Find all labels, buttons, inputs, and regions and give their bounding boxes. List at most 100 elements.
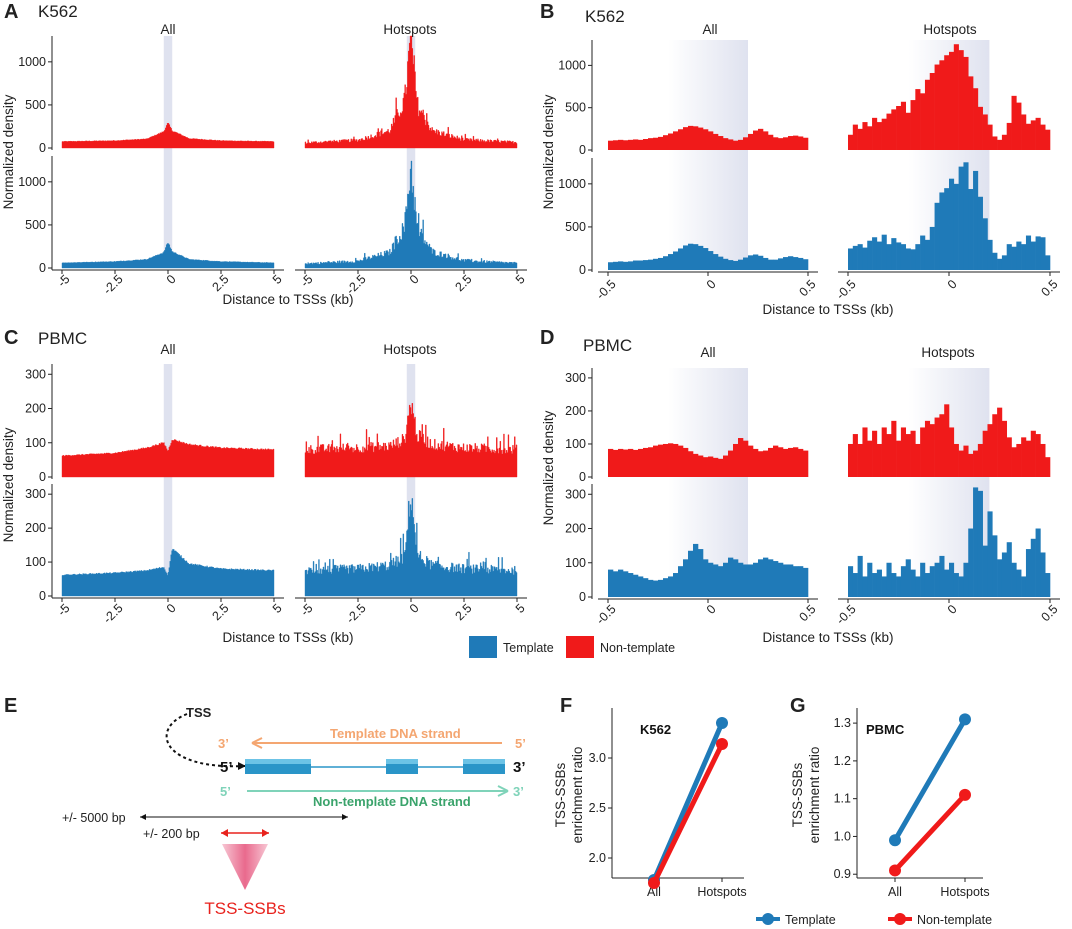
bar-b-non-template-hotspots (886, 113, 892, 150)
legend-template-label: Template (503, 641, 554, 655)
y-tick-label-g: 1.2 (834, 754, 851, 768)
x-tick-label-c: 2.5 (452, 601, 474, 623)
bar-d-non-template-all (763, 450, 769, 477)
x-tick-label-c: 0 (164, 601, 179, 616)
bar-d-template-hotspots (862, 576, 868, 597)
template-5prime: 5’ (515, 736, 526, 751)
legend-fg-nontemplate-dot (894, 913, 906, 925)
bar-d-template-all (633, 574, 639, 597)
point-f-non-template-all (648, 877, 660, 889)
x-tick-label-g: All (888, 885, 902, 899)
bar-b-template-hotspots (915, 244, 921, 270)
panel-label-b: B (540, 1, 554, 23)
bar-b-non-template-hotspots (1011, 95, 1017, 150)
bar-d-template-all (773, 561, 779, 597)
bar-d-template-hotspots (1035, 528, 1041, 597)
bar-b-non-template-hotspots (1030, 120, 1036, 150)
bar-d-template-hotspots (977, 490, 983, 597)
bar-d-non-template-all (768, 447, 774, 477)
bar-d-non-template-all (703, 457, 709, 477)
ylabel-a: Normalized density (1, 94, 16, 209)
bar-b-template-all (798, 257, 804, 270)
bar-b-template-hotspots (939, 192, 945, 270)
bar-d-template-hotspots (949, 562, 955, 597)
bar-b-template-all (618, 261, 624, 270)
tss-label: TSS (186, 705, 212, 720)
bar-d-template-hotspots (944, 569, 950, 597)
nontemplate-strand-label: Non-template DNA strand (313, 794, 471, 809)
y-tick-label-b: 0 (579, 143, 586, 157)
bar-a-template-hotspots (304, 160, 518, 269)
bar-b-non-template-hotspots (953, 44, 959, 151)
panel-label-g: G (790, 695, 806, 717)
bar-d-non-template-all (783, 448, 789, 477)
bar-d-template-hotspots (872, 573, 878, 597)
y-tick-label-b: 1000 (558, 177, 586, 191)
panel-label-c: C (4, 327, 18, 349)
bar-b-non-template-hotspots (924, 79, 931, 150)
bar-d-template-hotspots (1040, 552, 1046, 597)
bar-d-non-template-hotspots (891, 420, 897, 477)
bar-b-non-template-all (793, 135, 799, 150)
bar-d-non-template-hotspots (910, 430, 916, 477)
bar-d-non-template-hotspots (997, 407, 1003, 477)
bar-d-non-template-hotspots (992, 414, 998, 477)
bar-b-non-template-hotspots (891, 109, 897, 150)
bar-d-non-template-hotspots (867, 440, 873, 477)
y-tick-label-b: 500 (565, 101, 586, 115)
bar-b-non-template-hotspots (958, 50, 964, 150)
bar-b-template-hotspots (982, 218, 988, 270)
ratio-ylabel-f-line1: TSS-SSBs (553, 762, 568, 827)
bar-b-template-hotspots (848, 248, 854, 270)
series-line-f-template (651, 720, 725, 883)
tss-arrowhead (238, 762, 246, 770)
bar-d-template-all (803, 567, 809, 597)
series-line-f-non-template (651, 741, 725, 886)
bar-d-template-hotspots (968, 528, 974, 597)
y-tick-label-c: 100 (25, 555, 46, 569)
bar-b-template-hotspots (1011, 246, 1017, 270)
bar-d-template-hotspots (867, 562, 873, 597)
bar-b-template-hotspots (1025, 235, 1032, 270)
bar-d-template-all (738, 562, 744, 597)
bar-b-non-template-hotspots (1001, 134, 1008, 150)
bar-d-non-template-hotspots (973, 450, 979, 477)
bar-b-template-hotspots (1021, 244, 1027, 270)
bar-b-non-template-all (708, 131, 714, 150)
bar-d-template-all (653, 580, 659, 597)
bar-b-non-template-all (683, 127, 689, 150)
bar-d-template-hotspots (1001, 552, 1008, 597)
bar-b-non-template-all (698, 127, 704, 150)
bar-d-template-all (718, 566, 724, 597)
tss-region-shade-b-all (668, 40, 748, 270)
bar-b-template-hotspots (920, 235, 926, 270)
bar-d-template-all (673, 573, 679, 597)
bar-b-template-all (793, 257, 799, 270)
y-tick-label-d: 200 (565, 522, 586, 536)
x-tick-label-a: 2.5 (452, 272, 474, 294)
bar-b-non-template-hotspots (1025, 123, 1032, 150)
bar-b-non-template-hotspots (1006, 122, 1012, 150)
bar-b-template-all (688, 243, 694, 270)
cell-label-g: PBMC (866, 722, 905, 737)
cell-label-b: K562 (585, 7, 625, 26)
bar-d-non-template-all (688, 451, 694, 477)
bar-b-non-template-all (803, 137, 809, 150)
bar-d-template-all (793, 566, 799, 597)
bar-d-template-hotspots (1025, 549, 1032, 597)
xlabel-a: Distance to TSSs (kb) (222, 292, 353, 307)
bar-b-non-template-hotspots (876, 122, 882, 150)
bar-d-non-template-all (728, 450, 734, 477)
bar-d-non-template-all (678, 445, 684, 477)
point-f-non-template-hotspots (716, 738, 728, 750)
bar-d-template-all (798, 566, 804, 597)
bar-b-non-template-all (633, 139, 639, 150)
bar-a-non-template-all (61, 123, 275, 149)
bar-b-template-hotspots (867, 240, 873, 270)
y-tick-label-d: 0 (579, 590, 586, 604)
bar-b-template-hotspots (872, 237, 878, 270)
facet-b-hotspots: Hotspots (923, 22, 977, 37)
bar-d-template-hotspots (929, 566, 935, 597)
bar-d-template-all (708, 562, 714, 597)
bar-d-template-all (643, 578, 649, 597)
